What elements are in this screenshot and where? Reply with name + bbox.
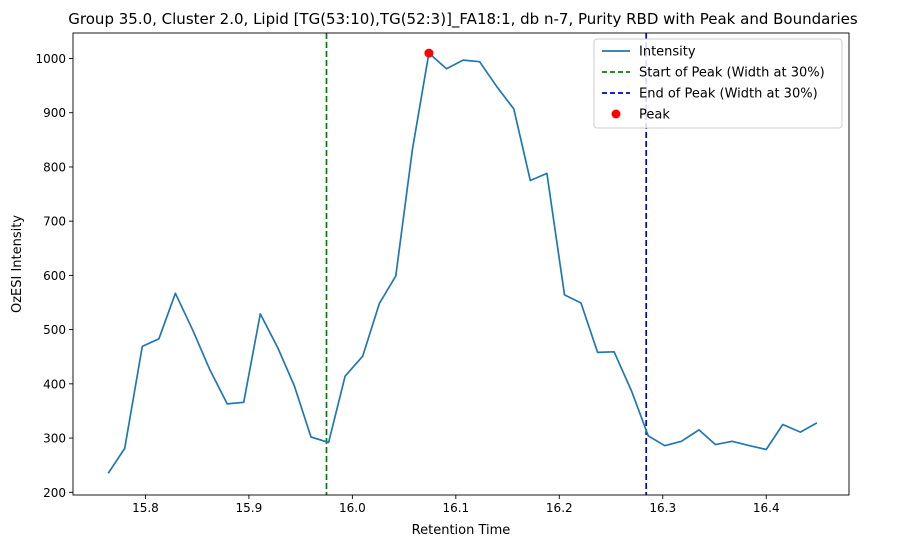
x-tick-label: 16.1 (442, 501, 469, 515)
x-tick-label: 16.3 (649, 501, 676, 515)
y-tick-label: 700 (43, 215, 66, 229)
y-tick-label: 500 (43, 323, 66, 337)
y-tick-label: 400 (43, 377, 66, 391)
y-tick-label: 200 (43, 486, 66, 500)
x-tick-label: 16.0 (339, 501, 366, 515)
legend-box (593, 38, 843, 129)
axes-ticks: 15.8 15.9 16.0 16.1 16.2 16.3 16.4 200 300 400 500… (35, 52, 779, 515)
x-tick-label: 15.8 (132, 501, 159, 515)
x-tick-label: 16.2 (546, 501, 573, 515)
y-tick-label: 600 (43, 269, 66, 283)
legend-label-end-peak: End of Peak (Width at 30%) (639, 87, 818, 102)
legend-label-intensity: Intensity (639, 45, 696, 60)
y-tick-label: 1000 (35, 52, 66, 66)
legend-swatch-peak (611, 109, 621, 119)
y-tick-label: 800 (43, 160, 66, 174)
y-axis-label: OzESI Intensity (10, 215, 25, 313)
x-axis-label: Retention Time (412, 523, 511, 538)
x-tick-label: 16.4 (753, 501, 780, 515)
peak-marker (424, 48, 434, 58)
chart-title: Group 35.0, Cluster 2.0, Lipid [TG(53:10… (68, 10, 858, 29)
x-tick-label: 15.9 (236, 501, 263, 515)
y-tick-label: 300 (43, 432, 66, 446)
plot-frame (72, 32, 850, 496)
legend: Intensity Start of Peak (Width at 30%) E… (593, 38, 843, 129)
legend-label-peak: Peak (639, 108, 670, 123)
y-tick-label: 900 (43, 106, 66, 120)
intensity-line (107, 52, 818, 474)
legend-label-start-peak: Start of Peak (Width at 30%) (639, 66, 825, 81)
